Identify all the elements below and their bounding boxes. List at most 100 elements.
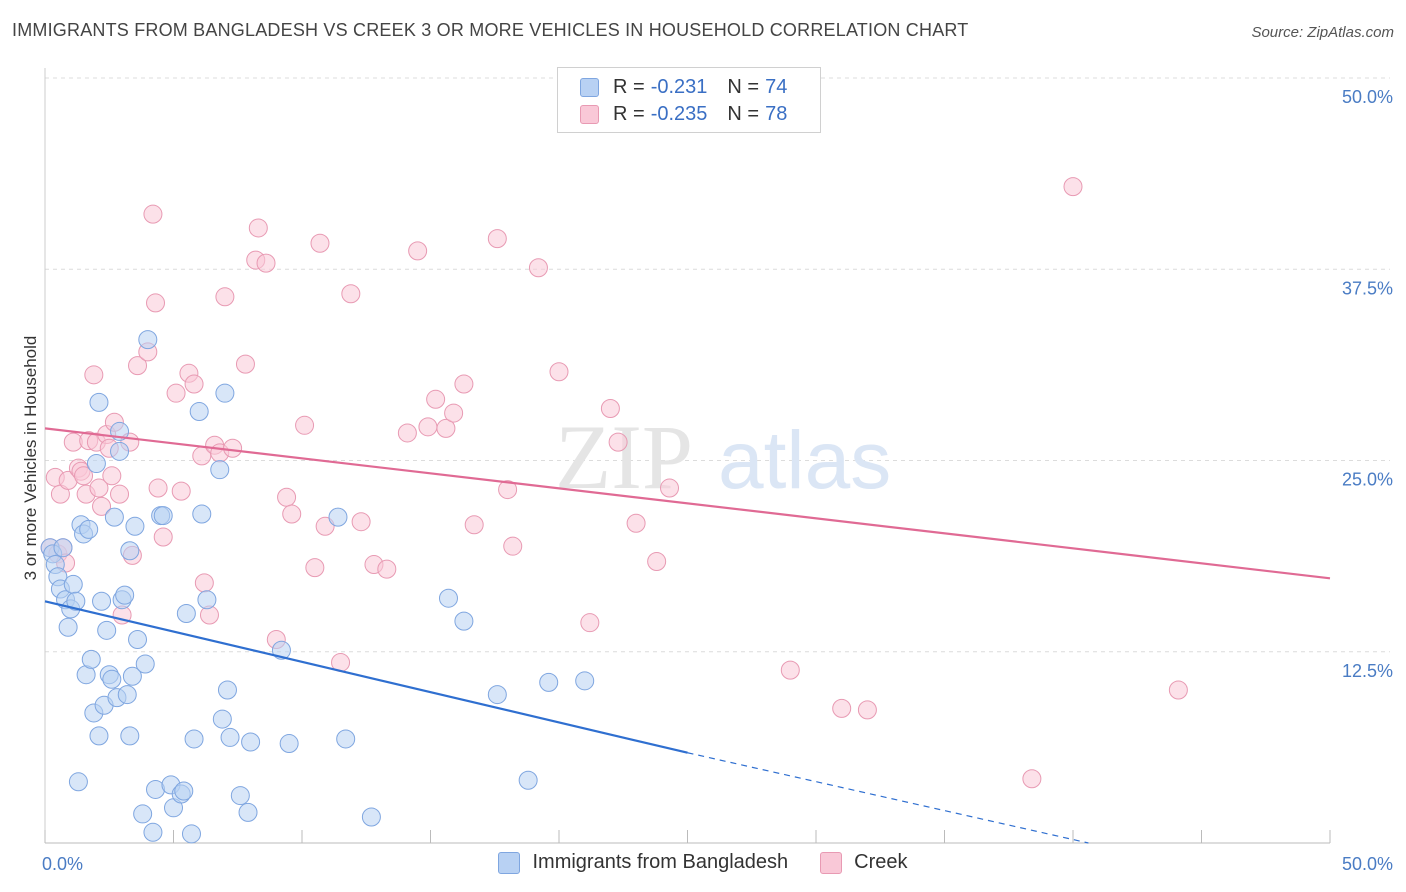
y-axis-label: 3 or more Vehicles in Household	[21, 336, 40, 581]
bottom-legend-label: Immigrants from Bangladesh	[532, 851, 789, 873]
data-point-creek	[498, 480, 518, 500]
data-point-bangladesh	[176, 604, 196, 623]
data-point-bangladesh	[102, 669, 122, 689]
data-point-creek	[194, 573, 214, 593]
data-point-bangladesh	[328, 507, 348, 527]
data-point-bangladesh	[133, 804, 153, 824]
data-point-bangladesh	[454, 611, 474, 631]
data-point-creek	[351, 512, 371, 532]
data-point-bangladesh	[153, 506, 173, 526]
data-point-creek	[92, 496, 112, 516]
data-point-bangladesh	[79, 519, 99, 539]
data-point-bangladesh	[215, 383, 235, 403]
trend-line-creek	[44, 427, 1331, 580]
data-point-bangladesh	[104, 507, 124, 527]
data-point-bangladesh	[81, 649, 101, 669]
data-point-bangladesh	[92, 591, 112, 611]
data-point-bangladesh	[120, 726, 140, 746]
legend-n-label: N =	[727, 75, 760, 98]
data-point-bangladesh	[271, 640, 291, 660]
data-point-bangladesh	[138, 330, 158, 350]
legend-n-label: N =	[727, 102, 760, 125]
legend-r-value: -0.231	[650, 75, 708, 98]
x-tick-label: 0.0%	[42, 854, 83, 874]
data-point-bangladesh	[487, 685, 507, 705]
data-point-creek	[600, 398, 620, 418]
data-point-bangladesh	[143, 822, 163, 842]
data-point-bangladesh	[438, 588, 458, 608]
legend-r-label: R =	[613, 102, 645, 125]
data-point-bangladesh	[184, 729, 204, 749]
data-point-bangladesh	[110, 441, 130, 461]
data-point-creek	[102, 466, 122, 486]
legend-swatch-pink	[580, 104, 599, 124]
data-point-bangladesh	[117, 685, 137, 705]
data-point-creek	[503, 536, 523, 556]
y-tick-label: 12.5%	[1342, 661, 1393, 681]
y-tick-label: 25.0%	[1342, 470, 1393, 490]
data-point-creek	[171, 481, 191, 501]
bottom-legend-bangladesh: Immigrants from Bangladesh	[498, 851, 788, 874]
data-point-bangladesh	[66, 591, 86, 611]
data-point-bangladesh	[197, 590, 217, 610]
data-point-creek	[295, 415, 315, 435]
bottom-legend-swatch-pink	[820, 851, 843, 874]
data-point-bangladesh	[128, 630, 148, 650]
trend-line-bangladesh	[44, 600, 688, 754]
data-point-bangladesh	[53, 538, 73, 558]
data-point-bangladesh	[575, 671, 595, 691]
data-point-creek	[341, 284, 361, 304]
axes	[44, 68, 1331, 844]
data-point-bangladesh	[63, 574, 83, 594]
data-point-creek	[647, 551, 667, 571]
data-point-bangladesh	[122, 666, 142, 686]
data-point-bangladesh	[336, 729, 356, 749]
trend-lines	[44, 427, 1331, 844]
x-tick-label: 50.0%	[1342, 854, 1393, 874]
data-point-creek	[528, 258, 548, 278]
data-point-bangladesh	[181, 824, 201, 844]
data-point-creek	[166, 383, 186, 403]
legend-r-value: -0.235	[650, 102, 708, 125]
data-point-bangladesh	[174, 781, 194, 801]
data-point-creek	[660, 478, 680, 498]
data-point-bangladesh	[518, 770, 538, 790]
data-point-creek	[436, 418, 456, 438]
data-point-creek	[397, 423, 417, 443]
data-point-bangladesh	[279, 734, 299, 754]
watermark-atlas: atlas	[718, 415, 891, 506]
data-point-creek	[857, 700, 877, 720]
data-point-bangladesh	[189, 402, 209, 422]
data-point-creek	[1022, 769, 1042, 789]
data-point-creek	[464, 515, 484, 535]
data-point-creek	[832, 698, 852, 718]
data-point-bangladesh	[217, 680, 237, 700]
data-point-creek	[128, 356, 148, 376]
data-point-creek	[608, 432, 628, 452]
bottom-legend-label: Creek	[854, 851, 908, 873]
data-point-bangladesh	[539, 672, 559, 692]
data-point-bangladesh	[86, 454, 106, 474]
data-point-creek	[215, 287, 235, 307]
source-label: Source: ZipAtlas.com	[1251, 24, 1394, 41]
data-point-bangladesh	[58, 617, 78, 637]
data-point-creek	[146, 293, 166, 313]
data-point-bangladesh	[68, 772, 88, 792]
data-point-creek	[580, 613, 600, 633]
data-point-bangladesh	[115, 585, 135, 605]
data-point-creek	[408, 241, 428, 261]
bottom-legend: Immigrants from Bangladesh Creek	[0, 851, 1406, 874]
data-point-creek	[444, 403, 464, 423]
data-point-creek	[256, 253, 276, 273]
data-point-creek	[282, 504, 302, 524]
legend-r-label: R =	[613, 75, 645, 98]
data-point-bangladesh	[220, 727, 240, 747]
data-point-creek	[315, 516, 335, 536]
data-point-bangladesh	[97, 620, 117, 640]
data-point-creek	[153, 527, 173, 547]
data-point-bangladesh	[241, 732, 261, 752]
data-point-creek	[780, 660, 800, 680]
data-point-bangladesh	[361, 807, 381, 827]
legend-box: R = -0.231 N = 74 R = -0.235 N = 78	[557, 67, 821, 133]
